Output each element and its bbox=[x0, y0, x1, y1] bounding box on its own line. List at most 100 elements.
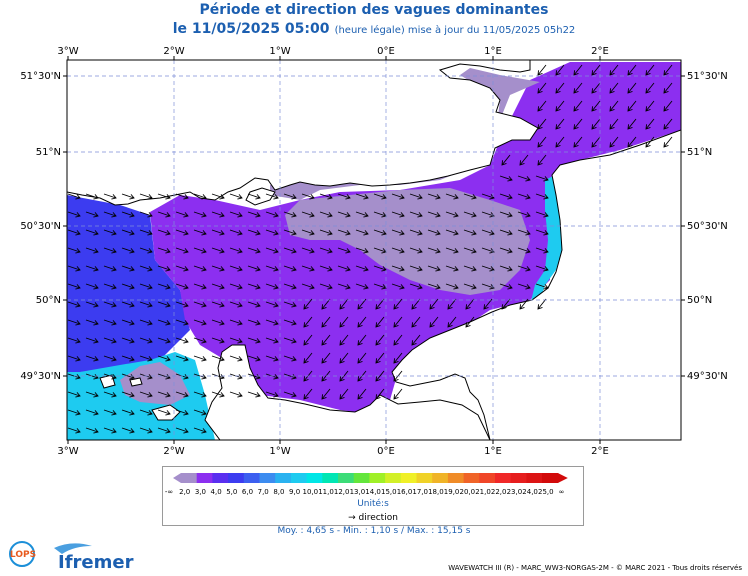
top-tick-label: 3°W bbox=[57, 46, 78, 57]
direction-arrow bbox=[535, 211, 549, 218]
direction-arrow bbox=[157, 427, 171, 434]
direction-arrow bbox=[463, 211, 477, 218]
direction-arrow bbox=[517, 175, 531, 182]
direction-arrow bbox=[303, 298, 313, 310]
direction-arrow bbox=[337, 229, 351, 236]
direction-arrow bbox=[481, 193, 495, 200]
direction-arrow bbox=[411, 334, 421, 346]
scale-swatch bbox=[495, 473, 512, 483]
direction-arrow bbox=[409, 193, 423, 200]
direction-arrow bbox=[373, 229, 387, 236]
scale-label: 11,0 bbox=[318, 488, 334, 496]
direction-arrow bbox=[175, 355, 189, 362]
scale-label: 20,0 bbox=[460, 488, 476, 496]
lops-logo: LOPS bbox=[9, 541, 36, 567]
scale-label: 13,0 bbox=[350, 488, 366, 496]
top-tick-label: 1°W bbox=[269, 46, 290, 57]
direction-arrow bbox=[355, 229, 369, 236]
direction-arrow bbox=[265, 355, 279, 362]
direction-arrow bbox=[283, 355, 297, 362]
direction-arrow bbox=[211, 229, 225, 236]
guernsey-island bbox=[99, 374, 116, 389]
direction-arrow bbox=[85, 427, 99, 434]
direction-arrow bbox=[85, 337, 99, 344]
direction-arrow bbox=[337, 211, 351, 218]
direction-arrow bbox=[103, 211, 117, 218]
direction-arrow bbox=[319, 247, 333, 254]
direction-arrow bbox=[409, 247, 423, 254]
direction-arrow bbox=[265, 337, 279, 344]
direction-arrow bbox=[175, 265, 189, 272]
direction-arrow bbox=[537, 154, 547, 166]
direction-arrow bbox=[175, 283, 189, 290]
scale-label: 5,0 bbox=[226, 488, 237, 496]
direction-arrow bbox=[121, 301, 135, 308]
scale-swatch bbox=[243, 473, 260, 483]
direction-arrow bbox=[463, 265, 477, 272]
direction-arrow bbox=[121, 247, 135, 254]
direction-arrow bbox=[663, 118, 673, 130]
legend-direction: → direction bbox=[163, 513, 583, 523]
direction-arrow bbox=[175, 319, 189, 326]
direction-arrow bbox=[393, 334, 403, 346]
direction-arrow bbox=[85, 355, 99, 362]
direction-arrow bbox=[663, 64, 673, 76]
scale-swatch bbox=[526, 473, 543, 483]
direction-arrow bbox=[283, 319, 297, 326]
direction-arrow bbox=[265, 301, 279, 308]
direction-arrow bbox=[139, 391, 153, 398]
direction-arrow bbox=[355, 247, 369, 254]
scale-label: ∞ bbox=[559, 488, 565, 496]
direction-arrow bbox=[375, 316, 385, 328]
scale-label: 18,0 bbox=[428, 488, 444, 496]
scale-label: 7,0 bbox=[258, 488, 269, 496]
direction-arrow bbox=[301, 265, 315, 272]
direction-arrow bbox=[103, 229, 117, 236]
direction-arrow bbox=[339, 370, 349, 382]
direction-arrow bbox=[465, 316, 475, 328]
direction-arrow bbox=[193, 355, 207, 362]
left-tick-label: 51°N bbox=[36, 147, 61, 158]
direction-arrows bbox=[67, 64, 673, 434]
direction-arrow bbox=[247, 301, 261, 308]
left-tick-label: 51°30'N bbox=[20, 71, 61, 82]
direction-arrow bbox=[337, 265, 351, 272]
direction-arrow bbox=[67, 265, 81, 272]
direction-arrow bbox=[85, 265, 99, 272]
scale-swatch bbox=[181, 473, 198, 483]
scale-label: 12,0 bbox=[334, 488, 350, 496]
direction-arrow bbox=[591, 64, 601, 76]
direction-arrow bbox=[211, 283, 225, 290]
direction-arrow bbox=[193, 319, 207, 326]
direction-arrow bbox=[627, 136, 637, 148]
direction-arrow bbox=[211, 337, 225, 344]
direction-arrow bbox=[67, 409, 81, 416]
direction-arrow bbox=[445, 193, 459, 200]
direction-arrow bbox=[265, 247, 279, 254]
direction-arrow bbox=[499, 175, 513, 182]
direction-arrow bbox=[499, 229, 513, 236]
direction-arrow bbox=[247, 229, 261, 236]
direction-arrow bbox=[121, 373, 135, 380]
direction-arrow bbox=[609, 100, 619, 112]
direction-arrow bbox=[517, 283, 531, 290]
scale-label: 4,0 bbox=[211, 488, 222, 496]
direction-arrow bbox=[247, 283, 261, 290]
scale-label: 14,0 bbox=[365, 488, 381, 496]
direction-arrow bbox=[157, 355, 171, 362]
direction-arrow bbox=[175, 427, 189, 434]
direction-arrow bbox=[321, 352, 331, 364]
direction-arrow bbox=[265, 283, 279, 290]
direction-arrow bbox=[465, 298, 475, 310]
direction-arrow bbox=[229, 283, 243, 290]
direction-arrow bbox=[663, 82, 673, 94]
direction-arrow bbox=[463, 193, 477, 200]
bottom-tick-label: 2°W bbox=[163, 446, 184, 457]
scale-label: 15,0 bbox=[381, 488, 397, 496]
direction-arrow bbox=[391, 283, 405, 290]
bottom-tick-label: 3°W bbox=[57, 446, 78, 457]
direction-arrow bbox=[517, 247, 531, 254]
direction-arrow bbox=[85, 283, 99, 290]
direction-arrow bbox=[373, 193, 387, 200]
scale-label: 19,0 bbox=[444, 488, 460, 496]
